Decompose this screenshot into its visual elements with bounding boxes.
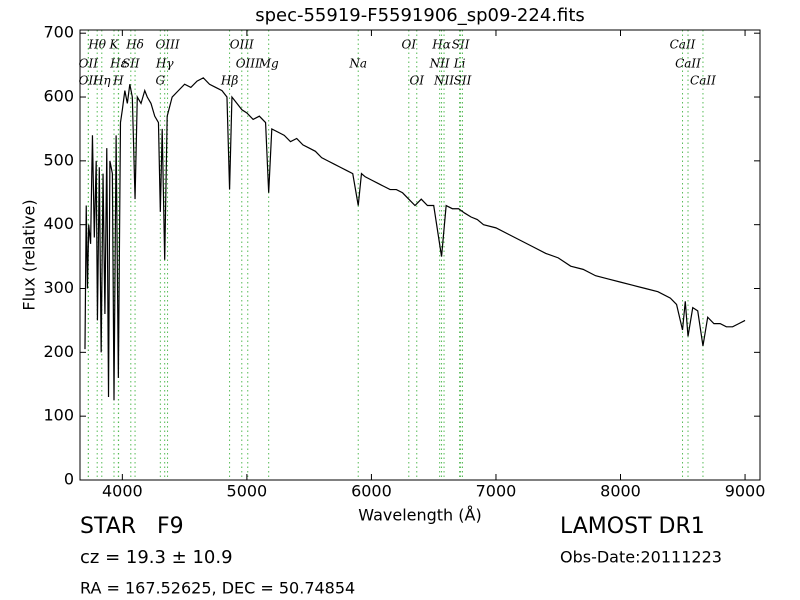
spectral-line-label: Hγ <box>155 57 174 71</box>
x-tick-label: 4000 <box>102 482 143 501</box>
spectral-line-label: Hα <box>431 38 451 52</box>
spectral-line-label: SII <box>452 38 470 52</box>
classification: STAR F9 <box>80 514 184 539</box>
y-axis-label: Flux (relative) <box>20 199 39 310</box>
spectral-line-label: SII <box>454 74 472 88</box>
redshift: cz = 19.3 ± 10.9 <box>80 547 233 568</box>
y-tick-label: 0 <box>64 470 74 489</box>
y-tick-label: 100 <box>43 406 74 425</box>
spectral-line-label: K <box>109 38 120 52</box>
x-tick-label: 8000 <box>600 482 641 501</box>
y-tick-label: 400 <box>43 214 74 233</box>
spectral-line-label: Hη <box>92 74 111 88</box>
spectral-line-label: CaII <box>675 57 701 71</box>
survey: LAMOST DR1 <box>560 514 705 539</box>
y-tick-label: 200 <box>43 342 74 361</box>
spectral-line-label: NII <box>433 74 454 88</box>
coordinates: RA = 167.52625, DEC = 50.74854 <box>80 579 355 598</box>
spectral-line-label: OI <box>402 38 417 52</box>
spectral-line-label: NII <box>429 57 450 71</box>
spectral-line-label: Hδ <box>125 38 144 52</box>
spectral-line-label: Mg <box>258 57 279 71</box>
spectral-line-label: OIII <box>236 57 260 71</box>
spectral-line-label: Li <box>453 57 466 71</box>
spectral-line-label: Hβ <box>220 74 238 88</box>
y-tick-label: 300 <box>43 278 74 297</box>
spectral-line-label: CaII <box>690 74 716 88</box>
spectral-line-label: Hε <box>109 57 127 71</box>
x-tick-label: 9000 <box>725 482 766 501</box>
spectral-line-label: Hθ <box>87 38 106 52</box>
spectral-line-label: G <box>156 74 166 88</box>
chart-title: spec-55919-F5591906_sp09-224.fits <box>255 5 585 26</box>
spectral-line-label: OIII <box>156 38 180 52</box>
spectral-line-label: OII <box>79 57 99 71</box>
x-tick-label: 7000 <box>476 482 517 501</box>
spectral-line-label: OI <box>409 74 424 88</box>
x-tick-label: 6000 <box>351 482 392 501</box>
y-tick-label: 600 <box>43 87 74 106</box>
spectral-line-label: CaII <box>670 38 696 52</box>
spectral-line-label: Na <box>348 57 367 71</box>
x-axis-label: Wavelength (Å) <box>358 506 481 525</box>
spectral-line-label: H <box>112 74 124 88</box>
obs-date: Obs-Date:20111223 <box>560 548 722 567</box>
x-tick-label: 5000 <box>227 482 268 501</box>
plot-frame <box>79 29 761 481</box>
spectral-line-label: OIII <box>230 38 254 52</box>
spectral-line-label: SII <box>122 57 140 71</box>
y-tick-label: 500 <box>43 150 74 169</box>
spectrum-line <box>84 77 746 401</box>
y-tick-label: 700 <box>43 23 74 42</box>
spectral-line-label: OII <box>79 74 99 88</box>
